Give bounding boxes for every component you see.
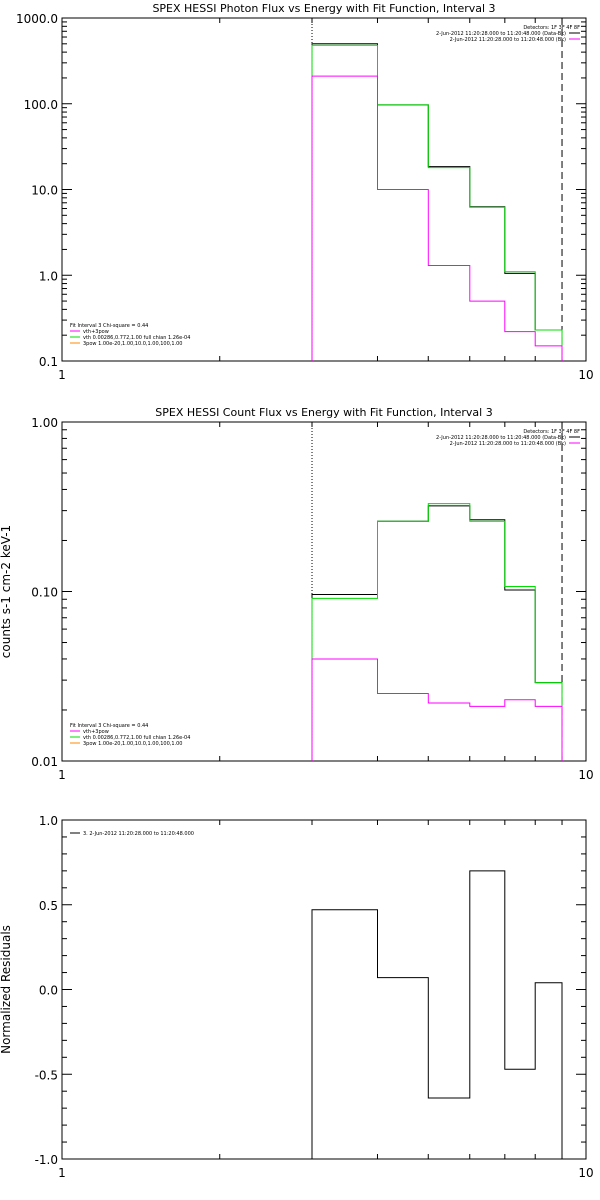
legend-text: 3. 2-Jun-2012 11:20:28.000 to 11:20:48.0… [83, 831, 194, 837]
legend-text: Detectors: 1F 3F 4F 8F [523, 25, 580, 31]
y-tick-label: 1.0 [39, 814, 58, 828]
x-tick-label: 10 [578, 368, 593, 382]
y-tick-label: -0.5 [35, 1068, 58, 1082]
legend-text: 3pow 1.00e-20,1.00,10.0,1.00,100,1.00 [83, 341, 183, 347]
y-tick-label: 0.0 [39, 984, 58, 998]
series-step-line-3 [311, 658, 563, 761]
chart-panel-3: 1 10 -1.0 -0.5 0.0 0.5 1.0 Normalized Residuals… [0, 814, 594, 1180]
legend-text: Detectors: 1F 3F 4F 8F [523, 429, 580, 435]
legend-text: vth+3pow [83, 329, 109, 335]
series-step-line-2 [311, 44, 563, 361]
legend-text: 2-Jun-2012 11:20:28.000 to 11:20:48.000 … [450, 441, 566, 447]
plot-frame [61, 819, 587, 1160]
legend-text: vth 0.00286,0.772,1.00 full chian 1.26e-… [83, 735, 190, 741]
legend-text: 2-Jun-2012 11:20:28.000 to 11:20:48.000 … [436, 435, 566, 441]
x-tick-label: 10 [578, 1166, 593, 1180]
chart-panel-1: 1 10 0.1 1.0 10.0 100.0 1000.0 SPEX HESSI Photo… [16, 2, 594, 382]
y-axis-label: counts s-1 cm-2 keV-1 [0, 525, 13, 658]
legend-text: vth 0.00286,0.772,1.00 full chian 1.26e-… [83, 335, 190, 341]
y-tick-label: 0.1 [39, 355, 58, 369]
chart-panel-2: 1 10 0.01 0.10 1.00 SPEX HESSI Count Flux vs … [0, 406, 594, 782]
y-tick-label: -1.0 [35, 1153, 58, 1167]
plot-frame [61, 421, 587, 762]
y-tick-label: 0.10 [31, 586, 58, 600]
series-step-line-1 [311, 505, 563, 761]
chart-title: SPEX HESSI Photon Flux vs Energy with Fi… [152, 2, 495, 15]
chart-title: SPEX HESSI Count Flux vs Energy with Fit… [155, 406, 492, 419]
x-tick-label: 10 [578, 768, 593, 782]
y-tick-label: 1.0 [39, 269, 58, 283]
legend-text: Fit Interval 3 Chi-square = 0.44 [70, 723, 148, 729]
series-step-line-2 [311, 503, 563, 761]
plot-frame [61, 17, 587, 362]
y-tick-label: 0.5 [39, 899, 58, 913]
y-tick-label: 0.01 [31, 755, 58, 769]
legend-text: 2-Jun-2012 11:20:28.000 to 11:20:48.000 … [436, 31, 566, 37]
y-axis-label: Normalized Residuals [0, 925, 13, 1054]
legend-text: 3pow 1.00e-20,1.00,10.0,1.00,100,1.00 [83, 741, 183, 747]
y-tick-label: 1000.0 [16, 12, 58, 26]
y-tick-label: 1.00 [31, 416, 58, 430]
y-tick-label: 100.0 [24, 98, 58, 112]
series-step-line-1 [311, 870, 563, 1159]
legend-text: Fit Interval 3 Chi-square = 0.44 [70, 323, 148, 329]
legend-text: 2-Jun-2012 11:20:28.000 to 11:20:48.000 … [450, 37, 566, 43]
legend-text: vth+3pow [83, 729, 109, 735]
y-tick-label: 10.0 [31, 184, 58, 198]
x-tick-label: 1 [58, 368, 66, 382]
x-tick-label: 1 [58, 1166, 66, 1180]
series-step-line-1 [311, 43, 563, 361]
x-tick-label: 1 [58, 768, 66, 782]
series-step-line-3 [311, 75, 563, 361]
